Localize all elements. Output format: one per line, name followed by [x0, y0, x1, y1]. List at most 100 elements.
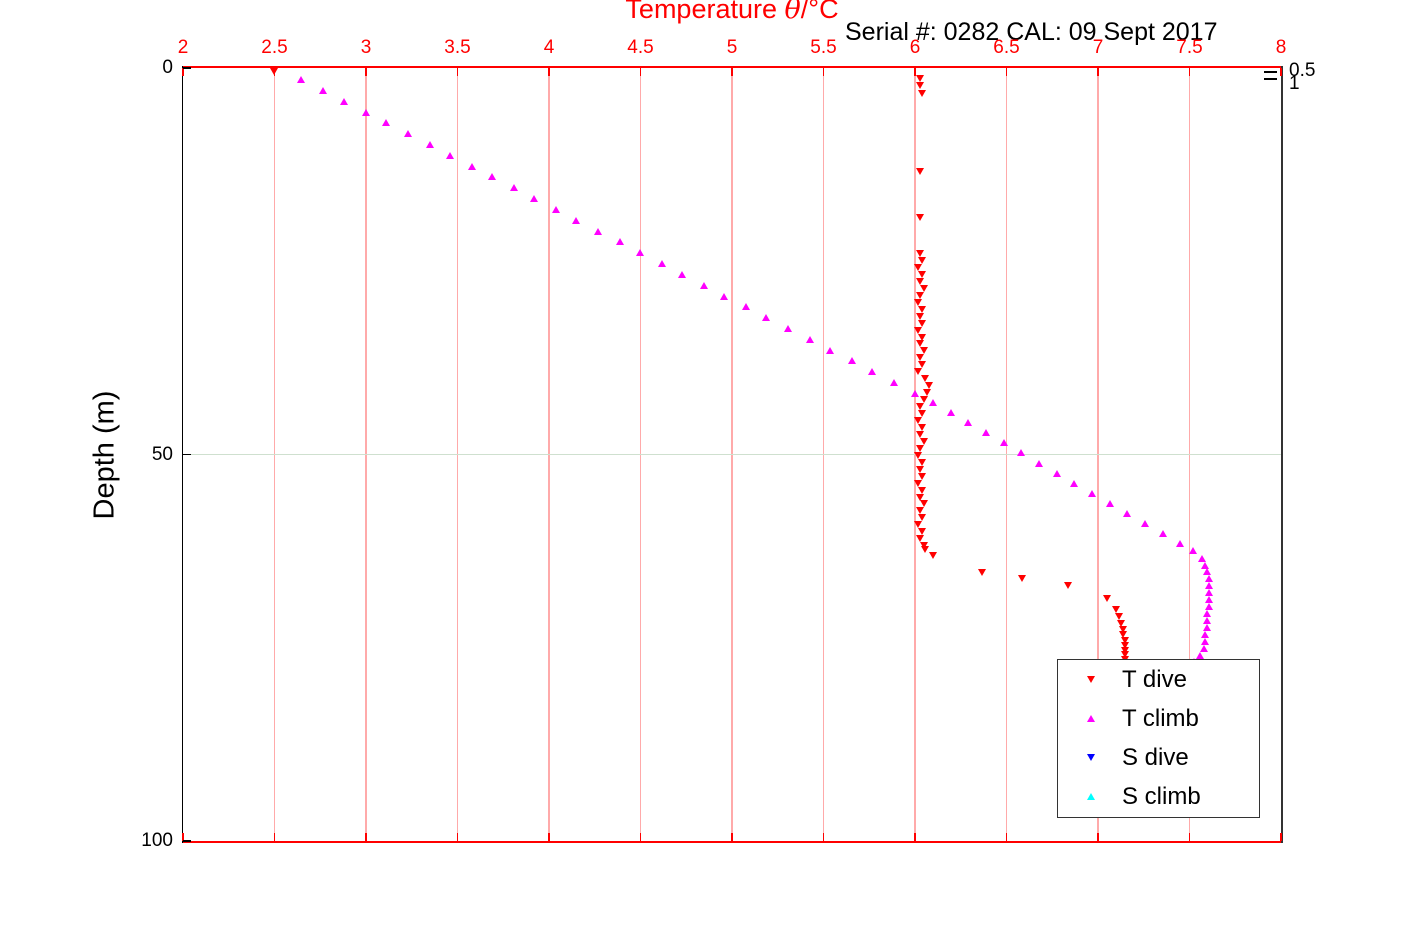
data-point-t-dive	[915, 291, 924, 299]
x-tick-label: 5.5	[810, 37, 837, 58]
x-tick-mark	[1188, 68, 1191, 76]
data-point-t-climb	[403, 130, 412, 138]
data-point-t-climb	[1201, 631, 1210, 639]
data-point-t-climb	[742, 303, 751, 311]
legend-entry-s-dive: S dive	[1058, 738, 1259, 777]
data-point-t-dive	[915, 430, 924, 438]
data-point-t-dive	[917, 90, 926, 97]
data-point-t-climb	[1199, 645, 1208, 653]
data-point-t-dive	[915, 213, 924, 221]
chart-title-suffix: /°C	[800, 0, 839, 24]
x-tick-mark	[456, 833, 459, 841]
x-tick-mark	[639, 833, 642, 841]
data-point-t-climb	[784, 325, 793, 332]
data-point-t-dive	[919, 347, 928, 355]
data-point-t-dive	[915, 74, 924, 82]
data-point-t-climb	[1205, 575, 1214, 583]
data-point-t-dive	[914, 521, 923, 529]
x-tick-mark	[639, 68, 642, 76]
data-point-t-dive	[923, 389, 932, 397]
data-point-t-climb	[1203, 610, 1212, 618]
data-point-t-climb	[700, 281, 709, 289]
t-dive-triangle-down-icon	[1080, 676, 1102, 683]
data-point-t-dive	[915, 507, 924, 515]
data-point-t-dive	[917, 486, 926, 494]
x-tick-label: 8	[1275, 37, 1287, 58]
legend: T dive T climb S dive S climb	[1057, 659, 1260, 818]
data-point-t-climb	[1088, 489, 1096, 497]
data-point-t-dive	[917, 305, 926, 313]
data-point-t-dive	[1018, 574, 1027, 582]
left-axis-line	[181, 66, 183, 843]
x-tick-mark	[822, 68, 825, 76]
data-point-t-climb	[381, 119, 390, 127]
data-point-t-dive	[915, 444, 924, 452]
data-point-t-dive	[915, 465, 924, 473]
data-point-t-climb	[1053, 469, 1062, 477]
data-point-t-dive	[1120, 636, 1129, 644]
data-point-t-dive	[1064, 582, 1073, 590]
data-point-t-dive	[1117, 620, 1126, 628]
legend-label: S dive	[1122, 743, 1189, 771]
plot-area	[182, 67, 1282, 842]
data-point-t-climb	[678, 270, 687, 278]
data-point-t-climb	[339, 97, 348, 105]
x-tick-mark	[1188, 833, 1191, 841]
data-point-t-dive	[915, 168, 924, 176]
x-tick-label: 3	[360, 37, 372, 58]
data-point-t-climb	[529, 195, 538, 203]
data-point-t-climb	[1141, 519, 1150, 527]
data-point-t-dive	[1120, 646, 1129, 654]
data-point-t-dive	[1111, 605, 1120, 613]
y-tick-mark	[183, 840, 191, 842]
data-point-t-climb	[928, 399, 937, 407]
data-point-t-climb	[1205, 603, 1214, 611]
data-point-t-dive	[915, 82, 924, 90]
x-tick-label: 6	[909, 37, 921, 58]
data-point-t-dive	[915, 312, 924, 320]
data-point-t-climb	[981, 429, 990, 437]
data-point-t-climb	[361, 108, 370, 116]
data-point-t-dive	[915, 340, 924, 348]
legend-marker-glyph	[1087, 793, 1095, 800]
data-point-t-dive	[914, 326, 923, 334]
t-climb-triangle-up-icon	[1080, 715, 1102, 722]
data-point-t-climb	[1205, 589, 1214, 597]
data-point-t-dive	[921, 375, 930, 383]
data-point-t-climb	[509, 184, 518, 192]
data-point-t-climb	[1034, 459, 1043, 467]
data-point-t-dive	[919, 542, 928, 550]
data-point-t-climb	[1205, 582, 1214, 590]
x-tick-label: 2.5	[261, 37, 288, 58]
data-point-t-climb	[1201, 561, 1210, 569]
data-point-t-dive	[917, 458, 926, 466]
y-tick-mark	[183, 453, 191, 456]
data-point-t-climb	[1175, 539, 1184, 547]
x-tick-mark	[1005, 833, 1008, 841]
data-point-t-climb	[1197, 554, 1206, 562]
x-tick-label: 4.5	[627, 37, 654, 58]
x-tick-mark	[273, 833, 276, 841]
data-point-t-climb	[487, 173, 496, 181]
data-point-t-climb	[615, 238, 624, 246]
x-tick-mark	[182, 68, 184, 76]
data-point-t-climb	[848, 357, 857, 365]
data-point-t-climb	[890, 379, 899, 387]
data-point-t-dive	[1119, 625, 1128, 633]
legend-marker-glyph	[1087, 715, 1095, 722]
x-tick-label: 7	[1092, 37, 1104, 58]
data-point-t-dive	[915, 250, 924, 258]
x-tick-mark	[365, 68, 367, 76]
y-tick-label: 100	[141, 830, 173, 851]
data-point-t-dive	[921, 546, 930, 554]
data-point-t-dive	[915, 403, 924, 411]
data-point-t-dive	[917, 514, 926, 522]
data-point-t-climb	[1203, 568, 1212, 576]
data-point-t-dive	[919, 437, 928, 445]
data-point-t-dive	[915, 354, 924, 362]
data-point-t-climb	[947, 409, 956, 417]
data-point-t-climb	[551, 205, 560, 213]
data-point-t-dive	[914, 416, 923, 424]
x-tick-mark	[1005, 68, 1008, 76]
data-point-t-climb	[1203, 624, 1212, 632]
